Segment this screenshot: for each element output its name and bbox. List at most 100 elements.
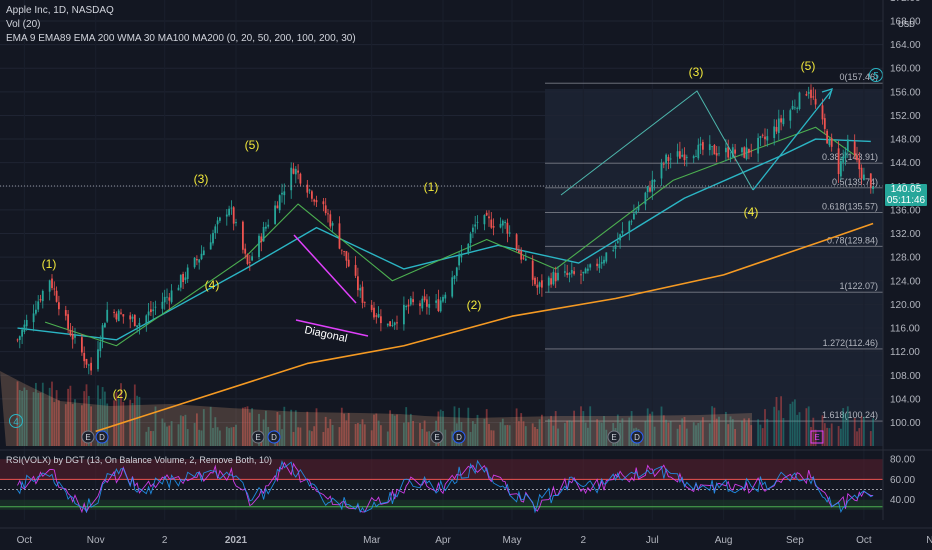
candle-body xyxy=(550,278,552,285)
candle-body xyxy=(662,163,665,165)
volume-bar xyxy=(340,407,343,446)
candle-body xyxy=(718,153,720,155)
volume-bar xyxy=(407,422,410,446)
volume-bar xyxy=(294,410,297,446)
volume-bar xyxy=(225,426,228,446)
candle-body xyxy=(377,314,380,318)
volume-bar xyxy=(423,420,426,446)
candle-body xyxy=(518,250,520,253)
candle-body xyxy=(81,337,83,353)
volume-bar xyxy=(860,416,863,446)
candle-body xyxy=(262,226,265,242)
volume-bar xyxy=(842,408,845,446)
volume-bar xyxy=(168,425,171,446)
volume-bar xyxy=(87,395,90,446)
volume-bar xyxy=(163,422,166,446)
volume-bar xyxy=(630,411,633,446)
candle-body xyxy=(582,271,585,274)
volume-bar xyxy=(345,420,348,446)
candle-body xyxy=(713,145,716,155)
candle-body xyxy=(87,364,90,366)
volume-bar xyxy=(777,410,780,446)
ma200-line xyxy=(95,222,874,433)
candle-body xyxy=(504,221,506,224)
volume-bar xyxy=(472,421,474,446)
volume-bar xyxy=(679,424,681,446)
diagonal-upper xyxy=(293,234,357,304)
volume-bar xyxy=(196,413,198,446)
fib-label: 1.272(112.46) xyxy=(823,338,878,348)
volume-bar xyxy=(748,418,750,446)
candle-body xyxy=(152,309,155,312)
volume-ma xyxy=(0,371,752,446)
volume-ma-area xyxy=(0,371,752,446)
candle-body xyxy=(837,148,840,175)
candle-body xyxy=(267,224,270,227)
volume-bar xyxy=(242,407,244,446)
fib-label: 0(157.46) xyxy=(839,72,878,82)
candle-body xyxy=(727,146,730,158)
volume-bar xyxy=(718,416,720,446)
candle-body xyxy=(313,199,316,202)
candle-body xyxy=(133,314,136,327)
fib-label: 0.78(129.84) xyxy=(827,235,878,245)
candle-body xyxy=(676,151,679,157)
candle-body xyxy=(812,96,815,98)
candle-body xyxy=(699,143,702,146)
candle-body xyxy=(683,154,686,161)
volume-bar xyxy=(667,422,670,446)
candle-body xyxy=(248,261,251,263)
volume-bar xyxy=(699,421,702,446)
volume-bar xyxy=(483,418,486,446)
candle-body xyxy=(391,325,394,326)
current-price-tag: 140.05 05:11:46 xyxy=(885,184,927,206)
volume-bar xyxy=(485,409,488,446)
volume-bar xyxy=(136,395,138,446)
candle-body xyxy=(711,146,713,148)
volume-bar xyxy=(501,418,504,446)
volume-bar xyxy=(154,406,157,446)
volume-bar xyxy=(681,418,684,446)
candle-body xyxy=(729,156,732,158)
time-tick: Oct xyxy=(856,535,872,546)
candle-body xyxy=(251,256,253,261)
volume-bar xyxy=(554,411,557,446)
candle-body xyxy=(741,147,743,153)
volume-bar xyxy=(846,406,849,446)
candle-body xyxy=(614,245,617,250)
candle-body xyxy=(766,136,769,141)
candle-body xyxy=(375,315,378,317)
candle-body xyxy=(21,329,23,337)
volume-bar xyxy=(727,424,730,446)
candle-body xyxy=(161,301,164,309)
volume-bar xyxy=(67,388,69,446)
time-tick: 2021 xyxy=(225,535,248,546)
candle-body xyxy=(18,336,21,340)
volume-bar xyxy=(363,424,366,446)
volume-bar xyxy=(373,414,375,446)
wave-circle xyxy=(9,414,23,428)
volume-bar xyxy=(25,389,28,446)
volume-bar xyxy=(74,399,76,446)
candle-body xyxy=(476,221,479,223)
candle-body xyxy=(573,271,575,274)
volume-bar xyxy=(106,403,109,446)
fib-levels: 0(157.46) 0.382(143.91) 0.5(139.74) 0.618(1… xyxy=(545,72,883,422)
candle-body xyxy=(55,290,58,302)
volume-bar xyxy=(692,422,695,446)
volume-bar xyxy=(564,422,566,446)
volume-bar xyxy=(214,417,217,446)
candle-body xyxy=(557,272,559,281)
candle-body xyxy=(777,118,780,133)
candle-body xyxy=(292,168,295,174)
volume-bar xyxy=(281,429,283,446)
candle-body xyxy=(177,287,180,291)
candle-body xyxy=(228,208,230,216)
volume-bar xyxy=(872,418,874,446)
candle-body xyxy=(810,89,812,98)
candle-body xyxy=(823,118,826,129)
price-tick: 108.00 xyxy=(890,371,921,382)
candle-body xyxy=(566,272,569,276)
time-tick: Jul xyxy=(646,535,659,546)
